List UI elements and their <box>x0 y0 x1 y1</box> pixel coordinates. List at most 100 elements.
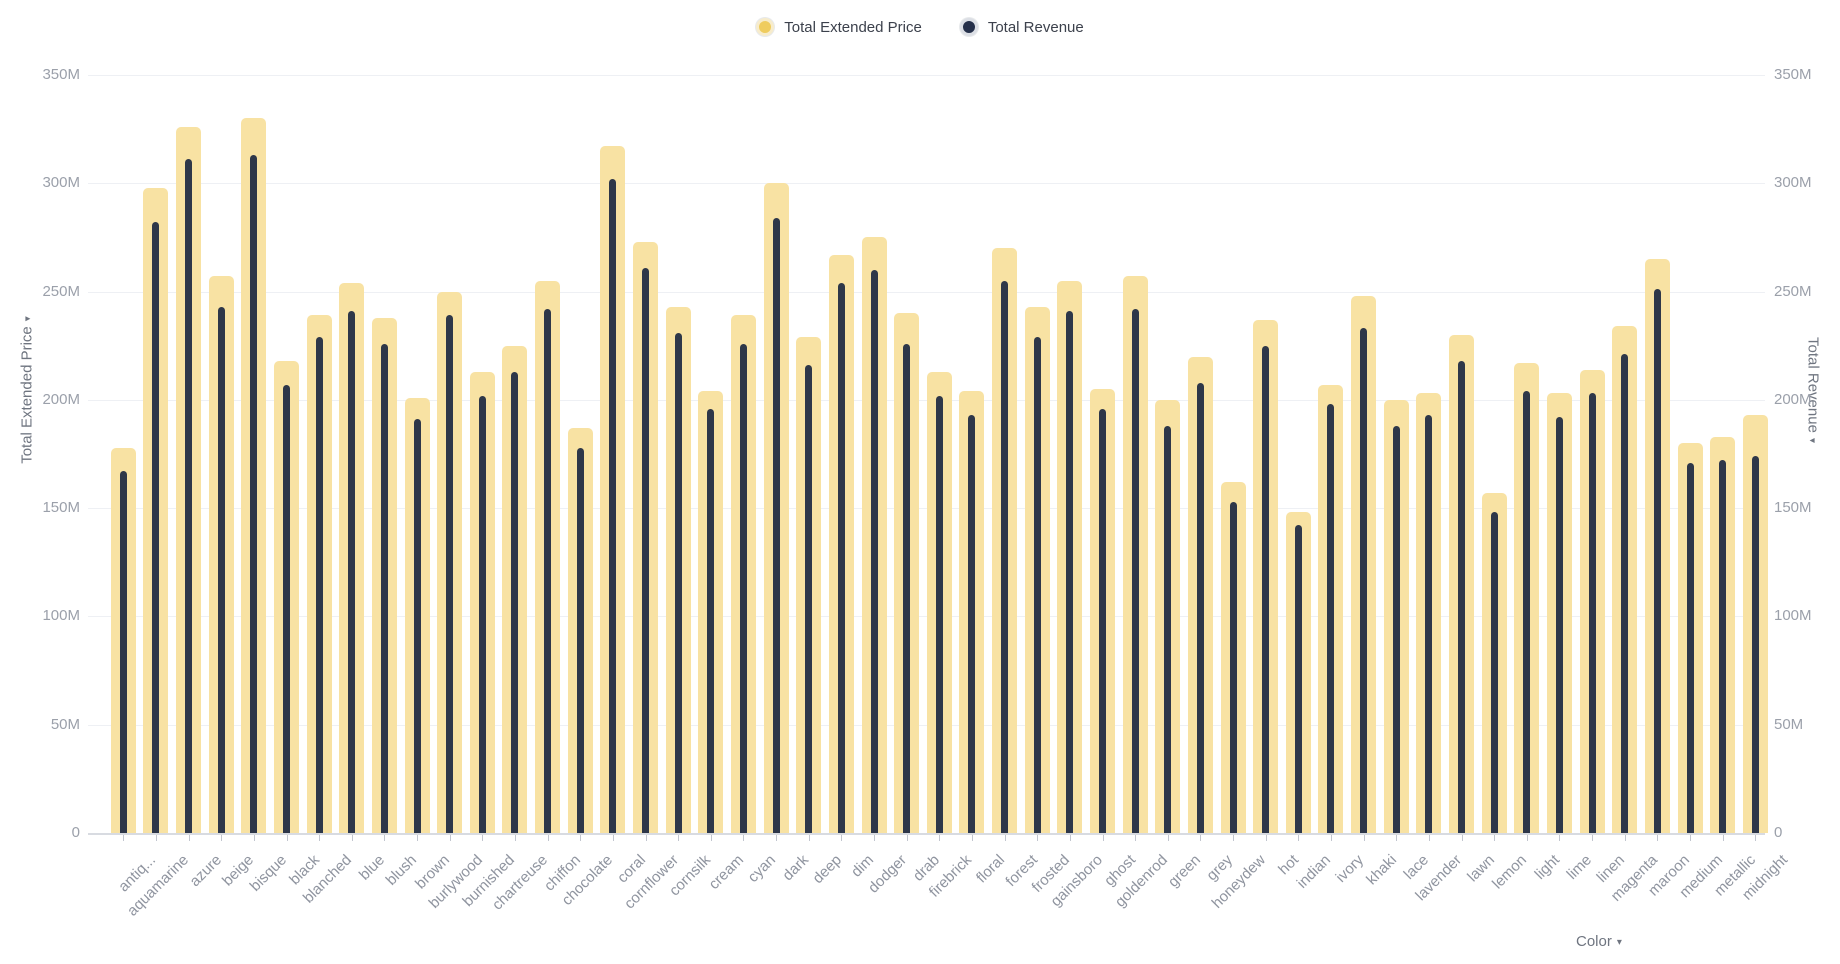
x-tick-mark <box>1494 835 1496 841</box>
bar-hot-revenue[interactable] <box>1262 345 1270 833</box>
x-tick-mark <box>1298 835 1300 841</box>
y-tick-label-left: 300M <box>42 174 80 192</box>
bar-floral-revenue[interactable] <box>968 415 976 833</box>
x-tick-mark <box>1592 835 1594 841</box>
x-tick-mark <box>612 835 614 841</box>
x-tick-mark <box>547 835 549 841</box>
bar-bisque-revenue[interactable] <box>250 155 258 833</box>
bar-cornflower-revenue[interactable] <box>642 267 650 833</box>
x-tick-mark <box>253 835 255 841</box>
bar-cornsilk-revenue[interactable] <box>674 332 682 833</box>
x-tick-mark <box>1037 835 1039 841</box>
x-tick-mark <box>710 835 712 841</box>
y-tick-label-left: 350M <box>42 66 80 83</box>
bar-brown-revenue[interactable] <box>413 419 421 833</box>
y-tick-label-right: 50M <box>1774 715 1804 733</box>
bar-chiffon-revenue[interactable] <box>544 308 552 833</box>
x-tick-mark <box>645 835 647 841</box>
bar-light-revenue[interactable] <box>1523 391 1531 833</box>
x-tick-mark <box>1624 835 1626 841</box>
bar-burlywood-revenue[interactable] <box>446 315 454 833</box>
y-tick-label-left: 250M <box>42 282 80 300</box>
y-tick-label-right: 150M <box>1774 499 1812 517</box>
bar-black-revenue[interactable] <box>283 384 290 833</box>
y-tick-label-left: 0 <box>71 824 80 841</box>
bar-beige-revenue[interactable] <box>217 306 225 833</box>
x-tick-mark <box>319 835 321 841</box>
bar-linen-revenue[interactable] <box>1588 393 1596 833</box>
bar-azure-revenue[interactable] <box>185 159 193 833</box>
bar-burnished-revenue[interactable] <box>478 395 486 833</box>
bar-lime-revenue[interactable] <box>1555 417 1563 833</box>
legend-label: Total Revenue <box>987 18 1084 36</box>
bar-metallic-revenue[interactable] <box>1719 460 1727 833</box>
x-tick-mark <box>678 835 680 841</box>
x-tick-mark <box>188 835 190 841</box>
bar-frosted-revenue[interactable] <box>1033 337 1041 833</box>
y-tick-label-right: 100M <box>1774 607 1812 625</box>
x-tick-mark <box>939 835 941 841</box>
bar-medium-revenue[interactable] <box>1686 462 1694 833</box>
y-tick-label-right: 250M <box>1774 282 1812 300</box>
bar-maroon-revenue[interactable] <box>1653 289 1661 833</box>
bar-lemon-revenue[interactable] <box>1490 512 1498 833</box>
x-axis-title[interactable]: Color ▾ <box>1576 933 1622 950</box>
x-tick-mark <box>1265 835 1267 841</box>
extended-price-dot-icon <box>756 18 775 36</box>
bar-blush-revenue[interactable] <box>380 343 388 833</box>
bar-grey-revenue[interactable] <box>1196 382 1204 833</box>
bar-ivory-revenue[interactable] <box>1327 404 1335 833</box>
y-tick-label-left: 100M <box>42 607 80 625</box>
bar-honeydew-revenue[interactable] <box>1229 501 1237 833</box>
bar-dim-revenue[interactable] <box>837 282 845 833</box>
bar-midnight-revenue[interactable] <box>1751 456 1759 833</box>
bar-gainsboro-revenue[interactable] <box>1066 311 1074 833</box>
x-tick-mark <box>417 835 419 841</box>
y-tick-label-right: 0 <box>1774 824 1783 841</box>
y-tick-label-left: 150M <box>42 499 80 517</box>
x-tick-mark <box>1428 835 1430 841</box>
y-tick-label-right: 300M <box>1774 174 1812 192</box>
x-tick-mark <box>1167 835 1169 841</box>
bar-indian-revenue[interactable] <box>1294 525 1302 833</box>
x-axis-line <box>88 833 1765 835</box>
bar-chocolate-revenue[interactable] <box>576 447 584 833</box>
bar-aquamarine-revenue[interactable] <box>152 222 160 833</box>
bar-dodger-revenue[interactable] <box>870 269 878 833</box>
bar-blanched-revenue[interactable] <box>315 337 323 833</box>
x-tick-mark <box>874 835 876 841</box>
bar-lace-revenue[interactable] <box>1392 425 1400 833</box>
bar-lavender-revenue[interactable] <box>1425 415 1433 833</box>
x-tick-mark <box>514 835 516 841</box>
sort-arrow-icon: ▾ <box>22 316 34 322</box>
bar-deep-revenue[interactable] <box>805 365 813 833</box>
x-tick-mark <box>155 835 157 841</box>
legend-item-extended-price[interactable]: Total Extended Price <box>756 18 922 36</box>
gridline-300 <box>88 183 1765 185</box>
bar-cream-revenue[interactable] <box>707 408 715 833</box>
gridline-200 <box>88 399 1765 401</box>
bar-lawn-revenue[interactable] <box>1458 360 1466 833</box>
bar-cyan-revenue[interactable] <box>739 343 747 833</box>
bar-antiq...-revenue[interactable] <box>119 471 127 833</box>
x-tick-mark <box>1396 835 1398 841</box>
bar-drab-revenue[interactable] <box>903 343 911 833</box>
x-tick-mark <box>1690 835 1692 841</box>
bar-ghost-revenue[interactable] <box>1099 408 1106 833</box>
y-tick-label-right: 350M <box>1774 66 1812 83</box>
bar-forest-revenue[interactable] <box>1001 280 1009 833</box>
legend: Total Extended Price Total Revenue <box>0 18 1840 36</box>
bar-firebrick-revenue[interactable] <box>935 395 943 833</box>
bar-goldenrod-revenue[interactable] <box>1131 308 1139 833</box>
bar-chartreuse-revenue[interactable] <box>511 371 519 833</box>
bar-green-revenue[interactable] <box>1164 425 1172 833</box>
bar-blue-revenue[interactable] <box>348 311 356 833</box>
bar-coral-revenue[interactable] <box>609 178 617 833</box>
legend-item-revenue[interactable]: Total Revenue <box>959 18 1084 36</box>
bar-dark-revenue[interactable] <box>772 217 780 833</box>
x-tick-mark <box>743 835 745 841</box>
bar-magenta-revenue[interactable] <box>1621 354 1629 833</box>
x-tick-mark <box>776 835 778 841</box>
bar-khaki-revenue[interactable] <box>1360 328 1368 833</box>
